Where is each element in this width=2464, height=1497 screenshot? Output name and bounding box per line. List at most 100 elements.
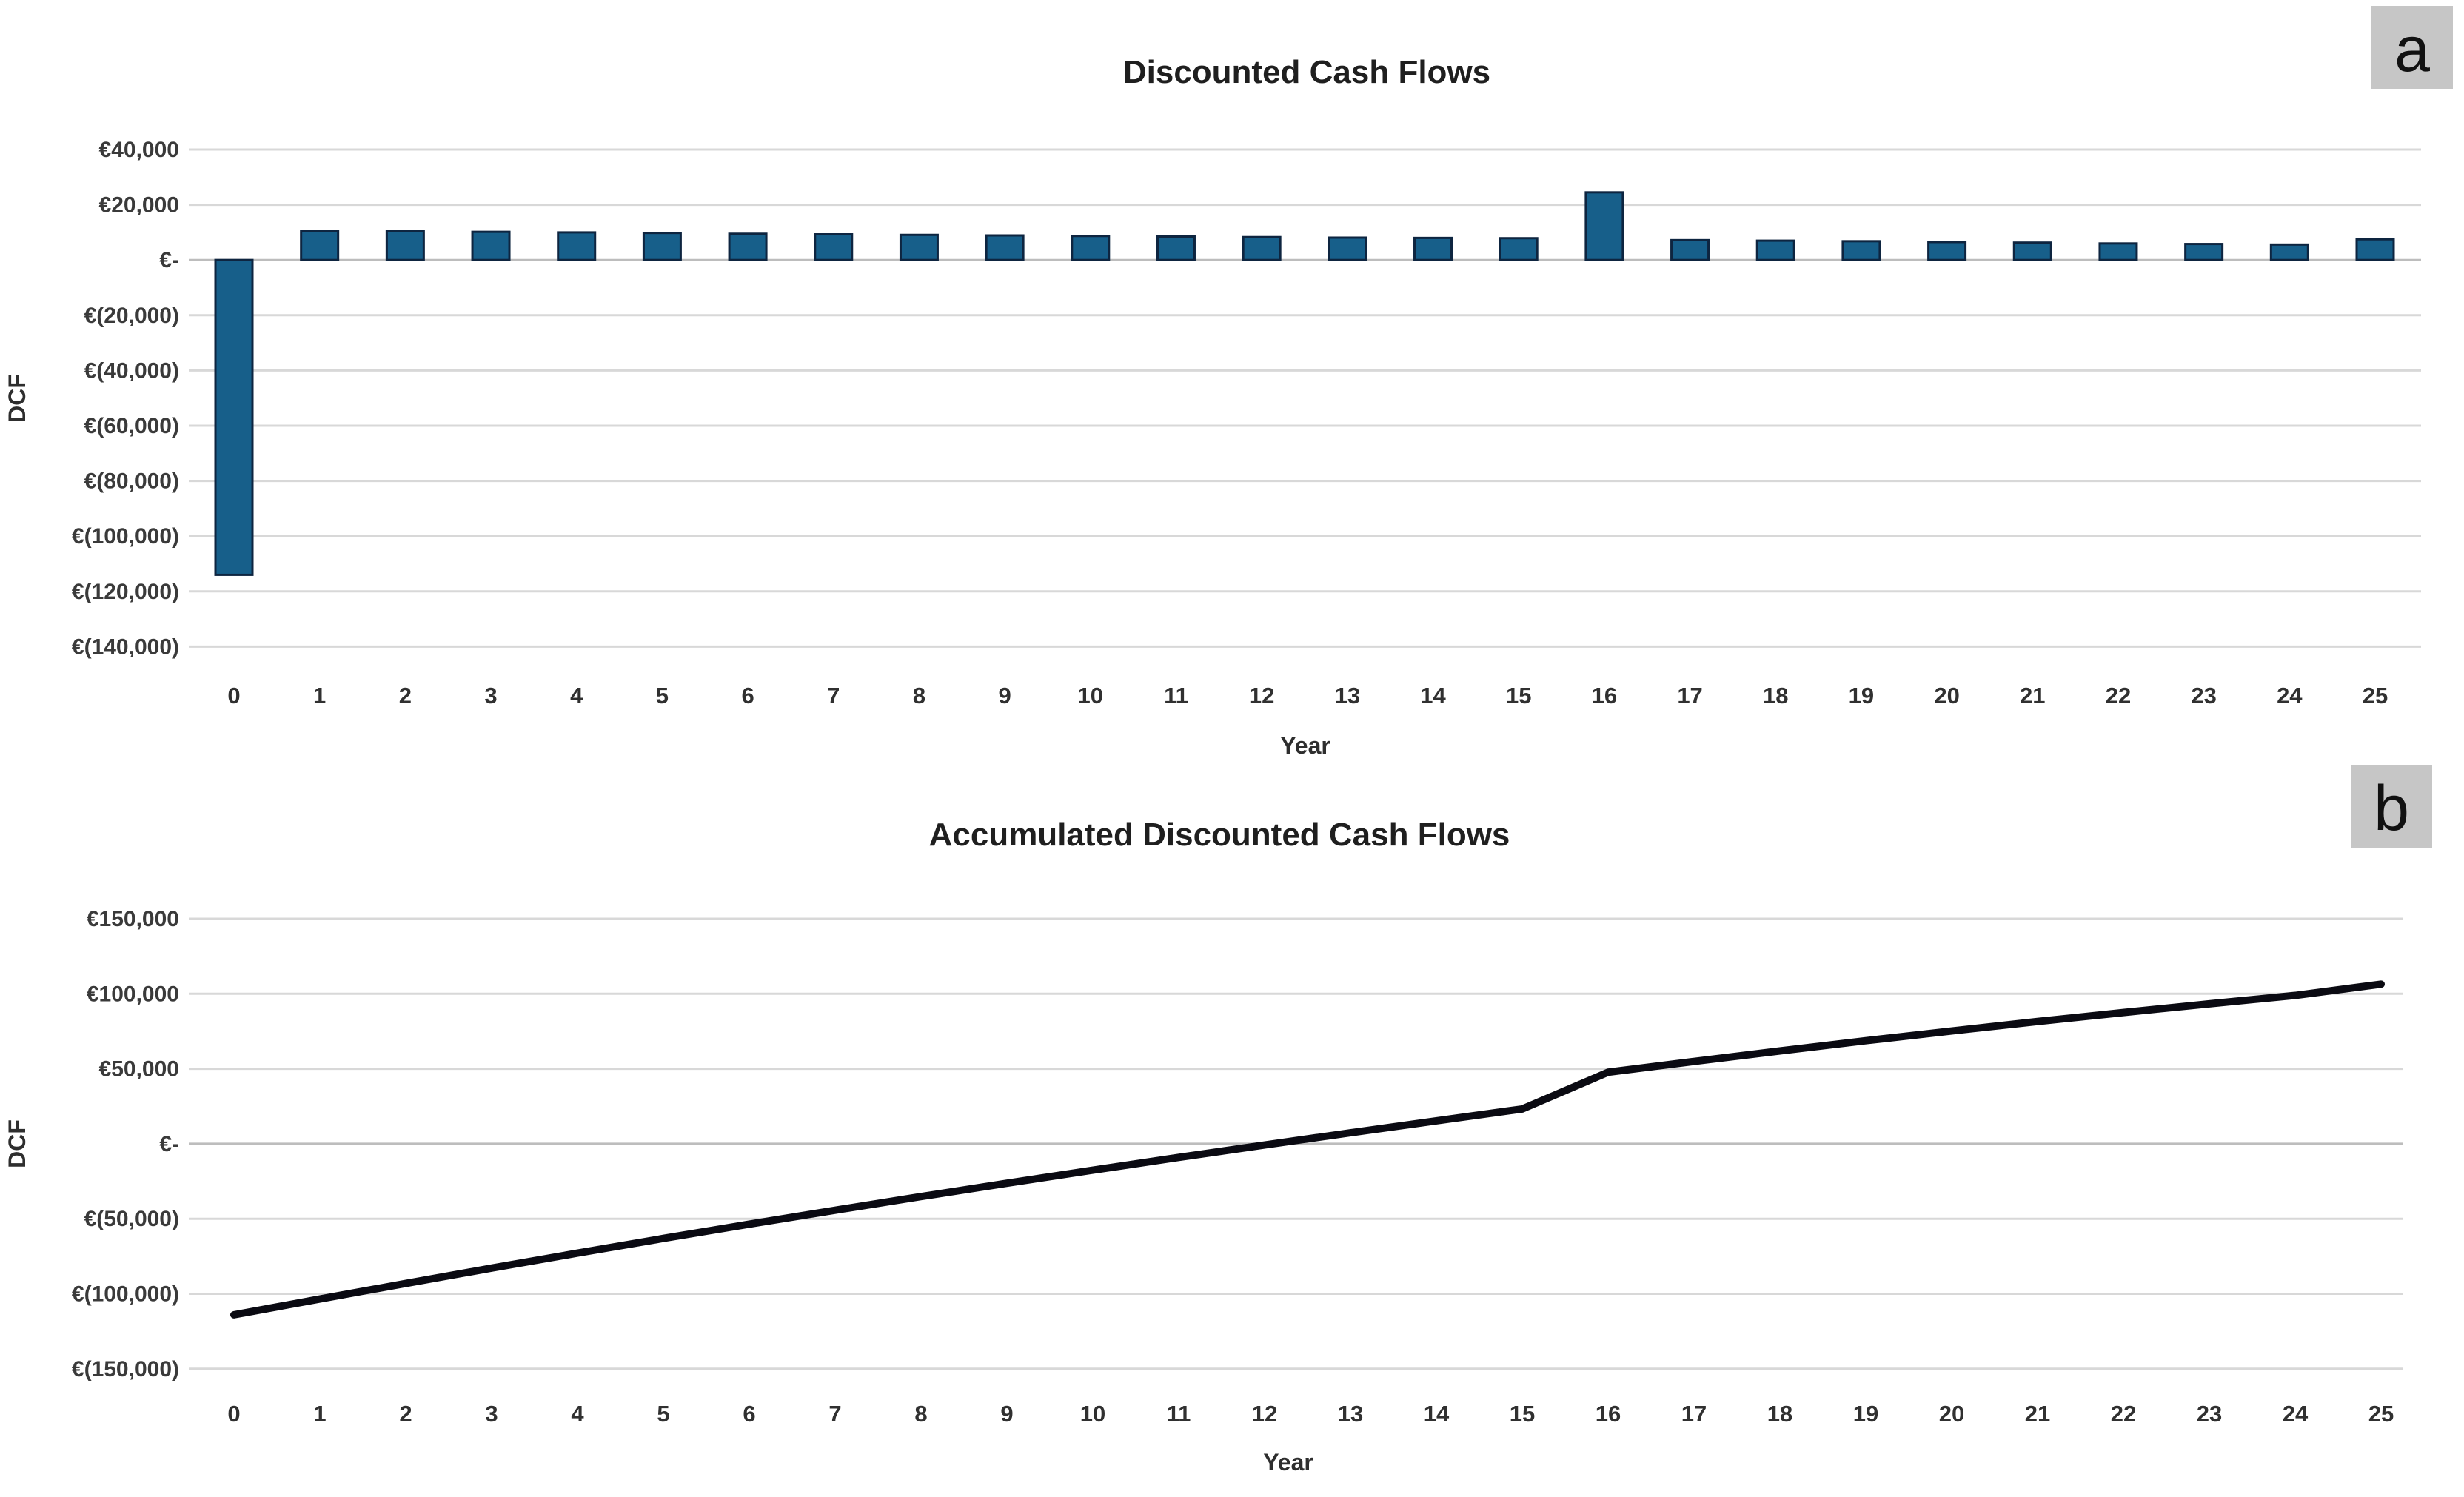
bar-year-0 [214, 258, 254, 576]
y-tick-label: €- [159, 1132, 179, 1156]
x-tick-label: 15 [1506, 683, 1531, 709]
bar-year-24 [2269, 243, 2309, 261]
panel-badge-a-letter: a [2394, 14, 2430, 85]
x-tick-label: 15 [1510, 1401, 1535, 1427]
x-tick-label: 13 [1338, 1401, 1363, 1427]
x-tick-label: 5 [656, 683, 669, 709]
accumulated-dcf-line [230, 980, 2385, 1319]
x-tick-label: 9 [1000, 1401, 1013, 1427]
x-tick-label: 4 [570, 683, 583, 709]
y-tick-label: €(60,000) [84, 414, 179, 438]
x-tick-label: 14 [1424, 1401, 1450, 1427]
bar-year-4 [557, 231, 597, 261]
bar-year-8 [899, 233, 939, 261]
bar-year-22 [2098, 242, 2138, 261]
x-tick-label: 23 [2191, 683, 2216, 709]
x-tick-label: 11 [1164, 683, 1188, 709]
y-tick-label: €150,000 [87, 907, 179, 931]
x-tick-label: 0 [227, 683, 240, 709]
x-tick-label: 19 [1853, 1401, 1878, 1427]
bar-year-18 [1755, 239, 1795, 261]
y-tick-label: €(20,000) [84, 304, 179, 328]
bar-year-21 [2012, 241, 2052, 261]
x-tick-label: 18 [1763, 683, 1788, 709]
x-tick-label: 24 [2283, 1401, 2309, 1427]
chart-acc-dcf-line-title: Accumulated Discounted Cash Flows [929, 817, 1510, 853]
x-tick-label: 16 [1592, 683, 1617, 709]
bar-year-20 [1927, 241, 1967, 261]
bar-year-13 [1328, 236, 1367, 261]
x-tick-label: 2 [399, 683, 412, 709]
bar-year-12 [1242, 235, 1282, 261]
x-tick-label: 1 [313, 683, 326, 709]
chart-acc-dcf-line-yaxis-title: DCF [4, 1119, 30, 1168]
y-tick-label: €(150,000) [72, 1357, 179, 1382]
x-tick-label: 12 [1252, 1401, 1277, 1427]
bar-year-7 [814, 233, 854, 261]
x-tick-label: 17 [1681, 1401, 1707, 1427]
x-tick-label: 9 [998, 683, 1011, 709]
panel-badge-b: b [2351, 765, 2432, 848]
panel-badge-a: a [2371, 6, 2453, 89]
x-tick-label: 8 [913, 683, 925, 709]
x-tick-label: 17 [1677, 683, 1702, 709]
bar-year-23 [2184, 243, 2224, 261]
x-tick-label: 25 [2363, 683, 2388, 709]
panel-badge-b-box [2351, 765, 2432, 848]
x-tick-label: 1 [313, 1401, 326, 1427]
y-tick-label: €20,000 [99, 193, 179, 218]
x-tick-label: 0 [227, 1401, 240, 1427]
x-tick-label: 11 [1167, 1401, 1191, 1427]
x-tick-label: 24 [2277, 683, 2303, 709]
x-tick-label: 14 [1420, 683, 1446, 709]
chart-acc-dcf-line-plot: €150,000 €100,000 €50,000 €- €(50,000) €(100,… [72, 907, 2403, 1427]
bar-year-16 [1584, 191, 1624, 261]
x-tick-label: 23 [2197, 1401, 2222, 1427]
y-tick-label: €- [159, 248, 179, 272]
bar-year-14 [1413, 236, 1453, 261]
x-tick-label: 10 [1078, 683, 1103, 709]
x-tick-label: 18 [1767, 1401, 1792, 1427]
x-tick-label: 7 [827, 683, 840, 709]
chart-dcf-bar-plot: €40,000 €20,000 €- €(20,000) €(40,000) €(60,0… [72, 138, 2421, 709]
y-tick-label: €50,000 [99, 1057, 179, 1082]
x-tick-label: 7 [828, 1401, 841, 1427]
bar-year-10 [1071, 235, 1111, 261]
chart-dcf-bar-title: Discounted Cash Flows [1123, 54, 1490, 90]
y-tick-label: €(100,000) [72, 1282, 179, 1307]
y-tick-label: €(100,000) [72, 524, 179, 549]
x-tick-label: 16 [1596, 1401, 1621, 1427]
x-tick-label: 19 [1849, 683, 1874, 709]
bar-year-19 [1841, 240, 1881, 261]
bar-year-1 [300, 230, 340, 261]
chart-dcf-bar-yaxis-title: DCF [4, 374, 30, 423]
x-tick-label: 22 [2106, 683, 2131, 709]
x-tick-label: 3 [484, 683, 497, 709]
y-tick-label: €(50,000) [84, 1207, 179, 1231]
x-tick-label: 21 [2020, 683, 2045, 709]
chart-acc-dcf-line-xaxis-title: Year [1263, 1449, 1313, 1476]
bar-year-15 [1499, 237, 1539, 261]
y-tick-label: €40,000 [99, 138, 179, 162]
y-tick-label: €(140,000) [72, 634, 179, 659]
bar-year-5 [642, 232, 682, 261]
x-tick-label: 22 [2111, 1401, 2136, 1427]
chart-acc-dcf-line: Accumulated Discounted Cash Flows €150,0… [4, 817, 2403, 1476]
x-tick-label: 10 [1080, 1401, 1105, 1427]
x-tick-label: 3 [485, 1401, 498, 1427]
x-tick-label: 13 [1335, 683, 1360, 709]
chart-dcf-bar-xaxis-title: Year [1280, 732, 1330, 759]
y-tick-label: €(80,000) [84, 469, 179, 494]
x-tick-label: 6 [743, 1401, 755, 1427]
bar-year-17 [1670, 238, 1710, 261]
x-tick-label: 6 [741, 683, 754, 709]
x-tick-label: 25 [2368, 1401, 2394, 1427]
bar-year-25 [2355, 238, 2395, 261]
bar-year-11 [1156, 235, 1196, 261]
y-tick-label: €100,000 [87, 982, 179, 1006]
x-tick-label: 20 [1939, 1401, 1964, 1427]
x-tick-label: 20 [1934, 683, 1959, 709]
panel-badge-b-letter: b [2374, 773, 2409, 844]
